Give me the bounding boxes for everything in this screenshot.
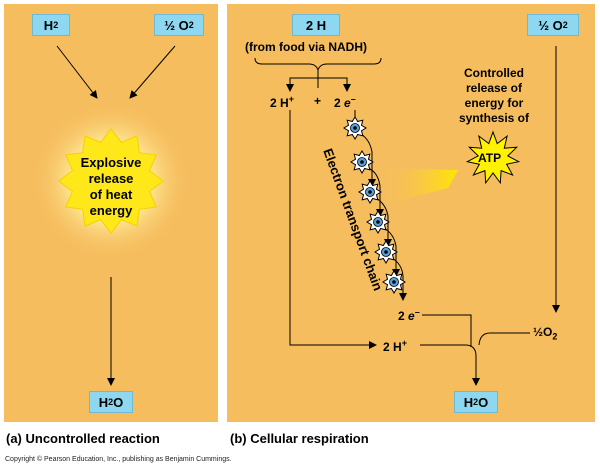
electron-carrier-icon	[366, 210, 390, 234]
h-plus-label: 2 H+	[270, 94, 294, 110]
electron-carrier-icon	[343, 116, 367, 140]
energy-beam	[378, 168, 458, 206]
arrow-to-h-plus	[286, 77, 318, 92]
electrons-out-label: 2 e–	[398, 307, 420, 323]
explosion-burst-icon	[58, 128, 164, 234]
arrow-h-plus-path	[289, 110, 377, 349]
electron-carriers	[343, 116, 406, 294]
h-plus-out-label: 2 H+	[383, 338, 407, 354]
arrow-o2-to-burst	[129, 45, 176, 99]
o2-out-label: ½O2	[533, 325, 558, 342]
electron-carrier-icon	[374, 240, 398, 264]
food-brace	[254, 57, 382, 72]
caption-b: (b) Cellular respiration	[230, 431, 369, 446]
plus-sign: +	[314, 94, 322, 108]
arrow-to-h2o	[420, 344, 480, 386]
explosive-release-label: Explosive release of heat energy	[80, 155, 142, 218]
caption-a: (a) Uncontrolled reaction	[6, 431, 160, 446]
electron-carrier-icon	[350, 150, 374, 174]
electron-carrier-icon	[358, 180, 382, 204]
panel-cellular-respiration	[227, 4, 595, 422]
o2-merge-line	[478, 332, 530, 346]
atp-label: ATP	[478, 151, 502, 165]
controlled-release-label: Controlled release of energy for synthes…	[458, 66, 530, 125]
electron-out-line	[422, 314, 472, 347]
arrow-to-electrons	[318, 77, 351, 92]
electrons-label: 2 e–	[334, 94, 356, 110]
arrow-h2-to-burst	[56, 45, 98, 99]
copyright-text: Copyright © Pearson Education, Inc., pub…	[5, 456, 232, 463]
atp-burst-icon	[465, 130, 521, 185]
2h-input-box: 2 H	[292, 14, 340, 36]
food-note-label: (from food via NADH)	[245, 40, 367, 54]
electron-carrier-icon	[382, 270, 406, 294]
